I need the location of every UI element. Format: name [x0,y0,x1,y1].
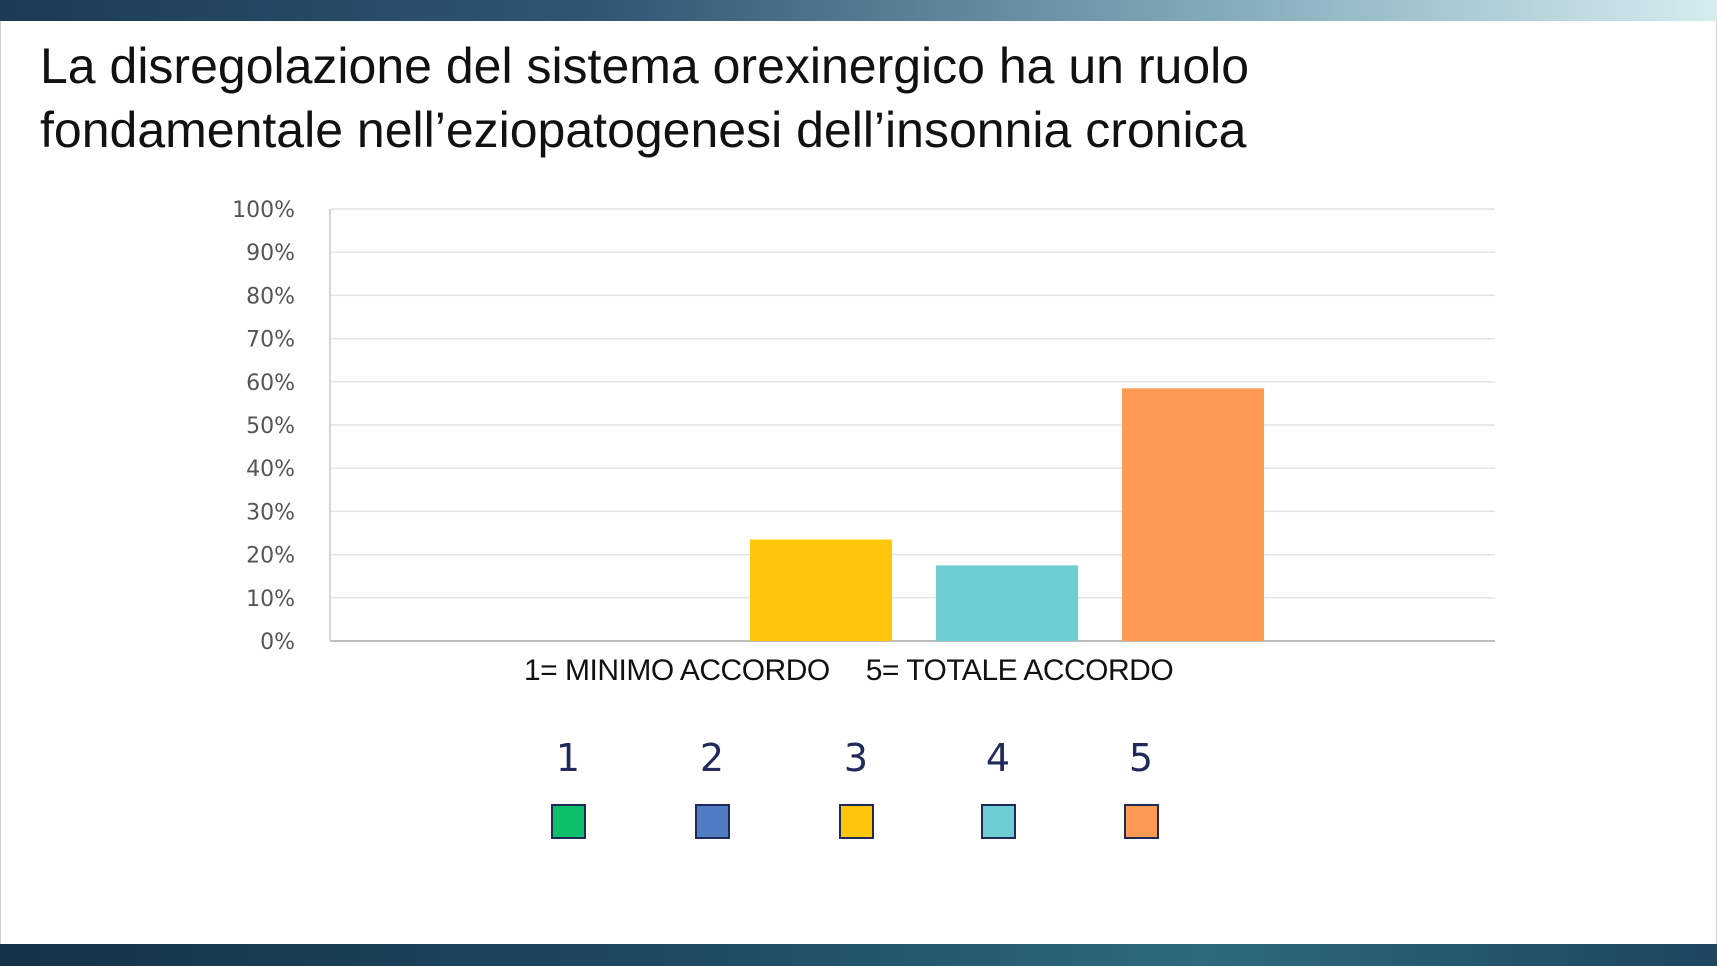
legend-label: 2 [699,736,725,780]
legend-label: 5 [1128,736,1154,780]
y-tick-label: 80% [246,284,295,309]
legend-item-3: 3 [826,736,886,839]
legend-swatch [1123,804,1159,839]
bar-4 [936,565,1078,641]
bar-3 [750,539,892,641]
chart-gridlines [330,208,1495,642]
legend-label: 3 [843,736,869,780]
slide-title: La disregolazione del sistema orexinergi… [40,34,1600,162]
y-tick-label: 20% [246,544,295,569]
legend-item-4: 4 [968,736,1028,839]
y-tick-label: 30% [246,500,295,525]
title-line-2: fondamentale nell’eziopatogenesi dell’in… [40,102,1247,158]
legend-swatch [550,804,586,839]
legend-item-2: 2 [682,736,742,839]
y-tick-label: 70% [246,328,295,353]
legend-swatch [980,804,1016,839]
title-line-1: La disregolazione del sistema orexinergi… [40,38,1250,94]
y-tick-label: 100% [232,198,295,223]
bar-5 [1122,388,1264,641]
bottom-decorative-band [0,944,1717,966]
chart-bars [750,388,1264,641]
scale-note-min: 1= MINIMO ACCORDO [524,654,830,687]
y-tick-label: 0% [260,630,295,655]
y-tick-label: 50% [246,414,295,439]
y-tick-label: 90% [246,241,295,266]
y-tick-label: 60% [246,371,295,396]
y-tick-label: 10% [246,587,295,612]
legend-label: 4 [985,736,1011,780]
legend-item-5: 5 [1111,736,1171,839]
top-decorative-band [0,0,1717,21]
legend-item-1: 1 [538,736,598,839]
y-tick-label: 40% [246,457,295,482]
legend-label: 1 [555,736,581,780]
chart-y-axis: 0% 10% 20% 30% 40% 50% 60% 70% 80% 90% 100% [232,198,331,655]
legend-swatch [694,804,730,839]
scale-note-max: 5= TOTALE ACCORDO [865,654,1174,687]
scale-note: 1= MINIMO ACCORDO 5= TOTALE ACCORDO [524,654,1174,694]
legend-swatch [838,804,874,839]
